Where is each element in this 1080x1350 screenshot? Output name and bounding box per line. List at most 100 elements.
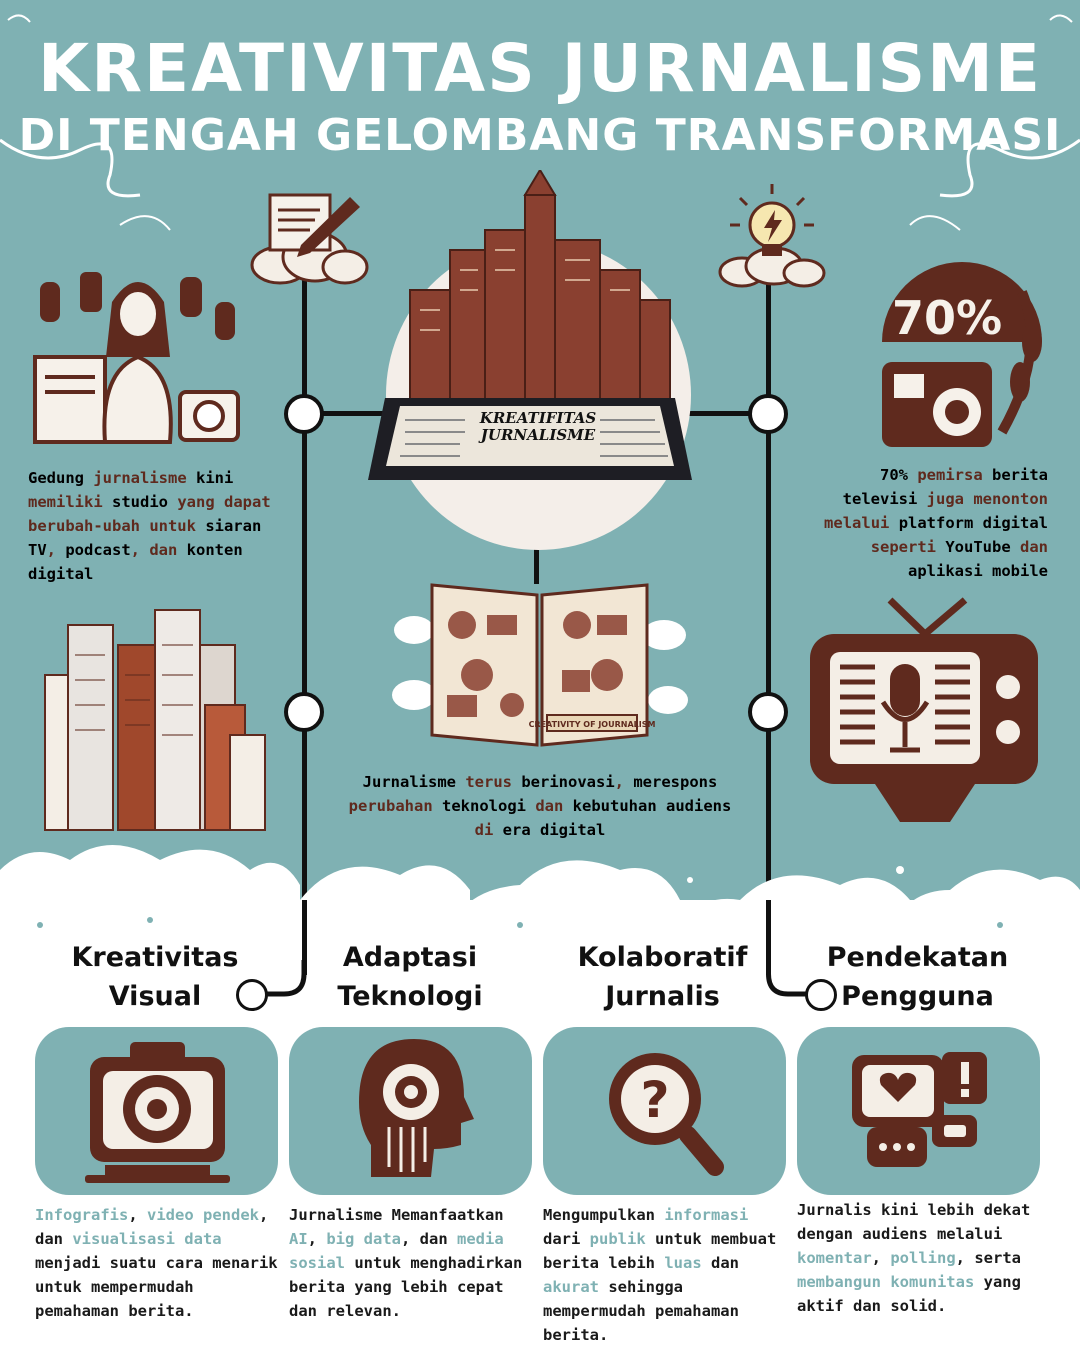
tablet-screen-title: KREATIFITAS JURNALISME [468, 410, 608, 444]
tablet-city-icon [368, 170, 692, 480]
text-segment: Jurnalis kini lebih dekat dengan audiens… [797, 1201, 1031, 1243]
heading-line: Adaptasi [342, 942, 478, 973]
card-visual [35, 1027, 278, 1195]
timeline-node [805, 979, 837, 1011]
card-pengguna [797, 1027, 1040, 1195]
text-segment: konten digital [28, 541, 243, 583]
cloud-band [0, 845, 1080, 970]
text-segment: Jurnalisme Memanfaatkan [289, 1206, 504, 1224]
heading-line: Kolaboratif [577, 942, 748, 973]
stats-70-icon: 70% [882, 262, 1042, 447]
city-buildings-icon [44, 609, 266, 831]
text-segment: 70% [880, 466, 918, 484]
tablet-screen-line-1: KREATIFITAS [479, 409, 597, 427]
text-segment: berinovasi [521, 773, 615, 791]
text-segment: studio [112, 493, 168, 511]
text-segment: Gedung [28, 469, 94, 487]
heading-kreativitas-visual: Kreativitas Visual [50, 938, 260, 1016]
timeline-node [236, 979, 268, 1011]
heading-kolaboratif-jurnalis: Kolaboratif Jurnalis [560, 938, 765, 1016]
text-segment: siaran TV [28, 517, 262, 559]
text-segment: big data [326, 1230, 401, 1248]
innovation-description: Jurnalisme terus berinovasi, merespons p… [340, 770, 740, 842]
text-segment: Mengumpulkan [543, 1206, 665, 1224]
timeline-center-stub [534, 548, 539, 584]
title-line-2: DI TENGAH GELOMBANG TRANSFORMASI [18, 110, 1062, 161]
text-segment: komentar [797, 1249, 872, 1267]
text-segment: , dan [35, 1206, 269, 1248]
text-segment: luas [664, 1254, 702, 1272]
text-segment: perubahan [348, 797, 442, 815]
connector-right [680, 411, 768, 416]
text-segment: dan [1010, 538, 1048, 556]
text-segment: akurat [543, 1278, 599, 1296]
text-segment: juga menonton melalui [824, 490, 1048, 532]
timeline-node [284, 394, 324, 434]
text-segment: podcast [65, 541, 131, 559]
text-segment: sehingga mempermudah pemahaman berita. [543, 1278, 739, 1344]
text-segment: untuk menghadirkan berita yang lebih cep… [289, 1254, 523, 1320]
lightbulb-icon [718, 184, 826, 288]
text-segment: visualisasi data [72, 1230, 222, 1248]
text-segment: dari [543, 1230, 590, 1248]
pengguna-description: Jurnalis kini lebih dekat dengan audiens… [797, 1198, 1042, 1318]
stat-badge-text: 70% [892, 291, 1002, 345]
text-segment: yang aktif dan solid. [797, 1273, 1021, 1315]
text-segment: aplikasi mobile [908, 562, 1048, 580]
text-segment: video pendek [147, 1206, 259, 1224]
book-ribbon-text: CREATIVITY OF JOURNALISM [529, 720, 656, 729]
open-book-icon: CREATIVITY OF JOURNALISM [392, 583, 688, 747]
heading-pendekatan-pengguna: Pendekatan Pengguna [815, 938, 1020, 1016]
camera-icon [85, 1042, 230, 1183]
text-segment: kebutuhan audiens [572, 797, 732, 815]
text-segment: membangun komunitas [797, 1273, 975, 1291]
text-segment: era digital [502, 821, 606, 839]
text-segment: Jurnalisme [362, 773, 456, 791]
text-segment: publik [589, 1230, 646, 1248]
heading-line: Visual [108, 981, 202, 1012]
title-swirls [0, 14, 1080, 231]
svg-text:?: ? [640, 1071, 669, 1129]
text-segment: kini [186, 469, 234, 487]
heading-line: Kreativitas [71, 942, 239, 973]
text-segment: platform digital [898, 514, 1048, 532]
text-segment: YouTube [945, 538, 1011, 556]
timeline-right-line-lower [766, 900, 771, 975]
text-segment: pemirsa [917, 466, 983, 484]
text-segment: informasi [664, 1206, 749, 1224]
heading-line: Jurnalis [605, 981, 720, 1012]
text-segment: berubah-ubah untuk [28, 517, 206, 535]
text-segment: memiliki [28, 493, 112, 511]
timeline-node [284, 692, 324, 732]
text-segment: AI [289, 1230, 308, 1248]
ai-head-icon [359, 1039, 474, 1177]
curve-left-lower [260, 960, 307, 997]
title-line-1: KREATIVITAS JURNALISME [38, 30, 1042, 107]
chat-bubbles-icon [852, 1052, 987, 1167]
text-segment: merespons [633, 773, 718, 791]
tablet-screen-line-2: JURNALISME [480, 426, 596, 444]
visual-description: Infografis, video pendek, dan visualisas… [35, 1203, 280, 1323]
text-segment: , [307, 1230, 327, 1248]
timeline-node [748, 692, 788, 732]
text-segment: , dan [130, 541, 187, 559]
text-segment: , [871, 1249, 891, 1267]
text-segment: jurnalisme [93, 469, 187, 487]
text-segment: , [614, 773, 634, 791]
platform-stat-description: 70% pemirsa berita televisi juga menonto… [798, 463, 1048, 583]
retro-tv-mic-icon [810, 597, 1038, 822]
teknologi-description: Jurnalisme Memanfaatkan AI, big data, da… [289, 1203, 534, 1323]
connector-left [305, 411, 405, 416]
text-segment: Infografis [35, 1206, 129, 1224]
kolaboratif-description: Mengumpulkan informasi dari publik untuk… [543, 1203, 788, 1347]
text-segment: berita televisi [842, 466, 1048, 508]
reporter-icon [33, 272, 240, 444]
text-segment: yang dapat [168, 493, 271, 511]
timeline-node [748, 394, 788, 434]
text-segment: terus [456, 773, 522, 791]
heading-line: Pengguna [841, 981, 994, 1012]
quill-scroll-icon [250, 193, 369, 285]
text-segment: menjadi suatu cara menarik untuk memperm… [35, 1254, 278, 1320]
heading-adaptasi-teknologi: Adaptasi Teknologi [310, 938, 510, 1016]
